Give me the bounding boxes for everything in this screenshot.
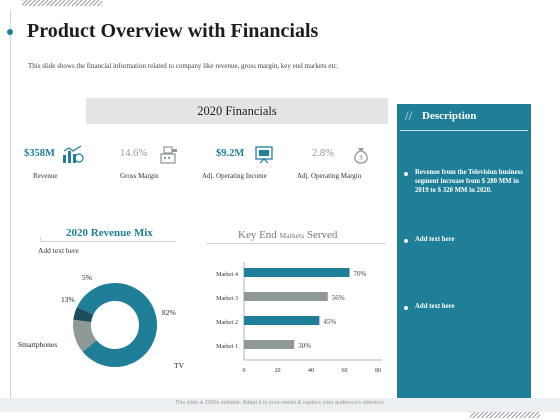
smartphones-label: Smartphones	[18, 340, 58, 349]
category-label: Market 1	[216, 344, 238, 350]
data-label: 70%	[354, 270, 367, 278]
financials-banner: 2020 Financials	[86, 98, 388, 124]
bar	[244, 340, 295, 349]
tick-label: 60	[342, 368, 348, 374]
cash-register-icon	[158, 145, 180, 165]
data-label: 30%	[298, 342, 311, 350]
tick-label: 80	[375, 368, 381, 374]
slice-label: 5%	[82, 273, 92, 282]
donut-slice-1	[73, 319, 97, 352]
slash-icon: //	[405, 108, 413, 123]
revenue-mix-title: 2020 Revenue Mix	[66, 227, 153, 239]
description-bullet: Add text here	[415, 303, 455, 310]
decorative-stripes	[22, 0, 102, 6]
svg-text:$: $	[359, 154, 363, 162]
tick-label: 20	[275, 368, 281, 374]
donut-slice-0	[76, 283, 157, 367]
metric-label: Adj. Operating Margin	[297, 172, 362, 180]
divider-tick	[40, 237, 41, 242]
title-part: Key End	[238, 229, 277, 241]
donut-slice-2	[73, 307, 94, 322]
metric-gross-margin: 14.6% Gross Margin	[120, 145, 210, 185]
presentation-board-icon	[254, 145, 276, 165]
page-subtitle: This slide shows the financial informati…	[28, 62, 339, 70]
metric-label: Gross Margin	[120, 172, 159, 180]
title-part: Served	[306, 229, 338, 241]
tv-label: TV	[174, 361, 184, 370]
category-label: Market 2	[216, 320, 238, 326]
footer-bar	[0, 398, 560, 412]
metric-label: Revenue	[33, 172, 58, 180]
bar	[244, 268, 350, 277]
description-panel	[397, 104, 531, 406]
metric-label: Adj. Operating Income	[202, 172, 267, 180]
metric-operating-margin: 2.8% $ Adj. Operating Margin	[297, 145, 402, 185]
description-bullet: Revenue from the Television business seg…	[415, 169, 523, 194]
category-label: Market 3	[216, 296, 238, 302]
divider	[206, 243, 386, 244]
divider	[400, 130, 528, 131]
metric-value: $358M	[24, 148, 55, 159]
divider	[40, 241, 176, 242]
slice-label: 82%	[162, 308, 176, 317]
money-bag-icon: $	[350, 145, 372, 165]
metric-value: $9.2M	[216, 148, 245, 159]
page-title: Product Overview with Financials	[27, 20, 319, 42]
category-label: Market 4	[216, 272, 238, 278]
footer-note: This slide is 100% editable. Adapt it to…	[174, 400, 386, 406]
tick-label: 0	[243, 368, 246, 374]
accent-dot	[7, 29, 13, 35]
bullet-icon	[404, 172, 408, 176]
left-divider	[10, 10, 11, 408]
description-title: Description	[422, 110, 477, 122]
bar	[244, 292, 328, 301]
title-part: Markets	[279, 231, 305, 240]
key-markets-bar-chart: Market 4 70% Market 3 56% Market 2 45% Market …	[216, 262, 382, 374]
data-label: 56%	[332, 294, 345, 302]
bullet-icon	[404, 239, 408, 243]
metric-value: 14.6%	[120, 148, 148, 159]
description-bullet: Add text here	[415, 236, 455, 243]
data-label: 45%	[323, 318, 336, 326]
metric-revenue: $358M Revenue	[24, 145, 114, 185]
bullet-icon	[404, 306, 408, 310]
metric-operating-income: $9.2M Adj. Operating Income	[202, 145, 306, 185]
bar	[244, 316, 320, 325]
slice-label: 13%	[61, 295, 75, 304]
metric-value: 2.8%	[312, 148, 334, 159]
key-markets-title: Key End Markets Served	[238, 229, 337, 241]
money-chart-icon	[62, 145, 84, 165]
revenue-mix-donut-chart	[73, 283, 157, 367]
tick-label: 40	[308, 368, 314, 374]
decorative-stripes	[470, 412, 540, 418]
add-text-placeholder: Add text here	[38, 246, 79, 255]
